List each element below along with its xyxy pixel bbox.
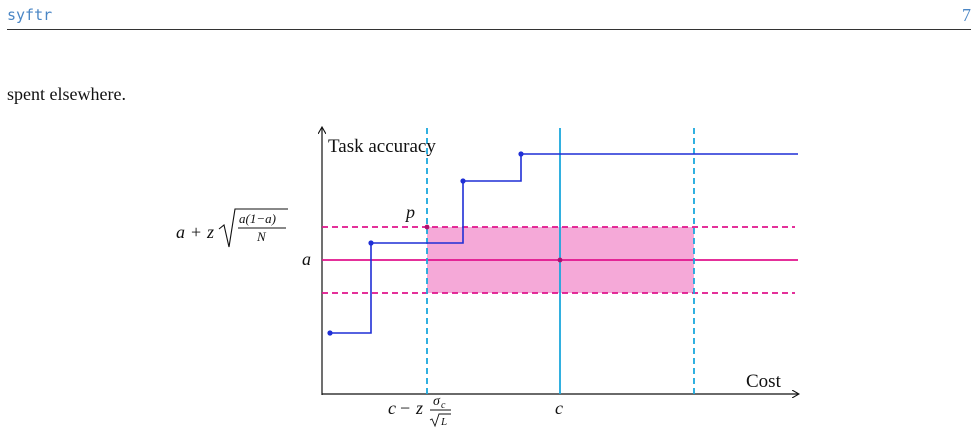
running-head-title: syftr bbox=[7, 6, 53, 24]
label-p: p bbox=[404, 202, 415, 222]
point-a-c bbox=[557, 257, 563, 263]
page-number: 7 bbox=[962, 5, 971, 25]
svg-text:−: − bbox=[400, 398, 410, 418]
body-paragraph: spent elsewhere. bbox=[7, 84, 126, 104]
svg-text:a: a bbox=[176, 222, 185, 242]
svg-text:z: z bbox=[206, 222, 214, 242]
pareto-step-curve bbox=[330, 153, 798, 334]
svg-text:σ: σ bbox=[433, 394, 441, 409]
step-point bbox=[518, 151, 524, 157]
svg-text:+: + bbox=[191, 222, 201, 242]
svg-text:L: L bbox=[440, 416, 447, 428]
svg-text:c: c bbox=[441, 400, 446, 411]
svg-text:N: N bbox=[256, 229, 267, 244]
step-point bbox=[327, 330, 333, 336]
point-p bbox=[424, 224, 430, 230]
x-axis-label: Cost bbox=[746, 371, 782, 392]
svg-text:a(1−a): a(1−a) bbox=[239, 211, 276, 226]
y-axis-label: Task accuracy bbox=[328, 136, 436, 157]
svg-text:c: c bbox=[388, 398, 396, 418]
label-c: c bbox=[555, 398, 563, 418]
svg-text:z: z bbox=[415, 398, 423, 418]
step-point bbox=[460, 178, 466, 184]
label-a: a bbox=[302, 249, 311, 269]
running-head: syftr 7 bbox=[7, 5, 971, 30]
upper-bound-formula: a + z a(1−a) N bbox=[176, 208, 288, 248]
step-point bbox=[368, 240, 374, 246]
cost-lower-formula: c − z σ c L bbox=[388, 394, 451, 428]
